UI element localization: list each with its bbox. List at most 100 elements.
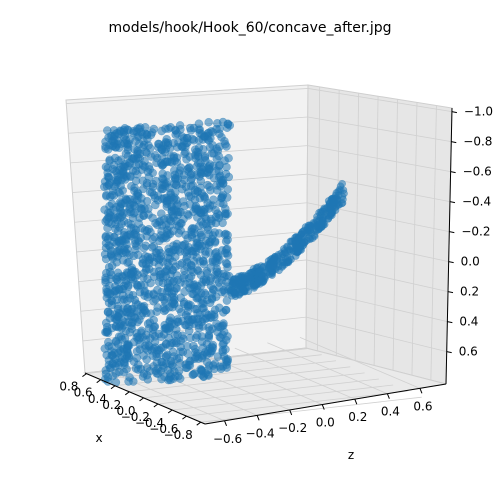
- scatter-point: [125, 135, 134, 144]
- scatter-point: [229, 287, 237, 296]
- scatter-point: [126, 207, 135, 217]
- vertical-tick: [446, 351, 452, 354]
- scatter-point: [156, 248, 165, 258]
- scatter-point: [300, 226, 308, 235]
- vertical-tick-label: 0.0: [461, 255, 480, 269]
- scatter-point: [173, 275, 183, 285]
- vertical-tick-labels: −1.0 −0.8 −0.6 −0.4 −0.2 0.0 0.2 0.4 0.6: [446, 105, 493, 359]
- scatter-point: [170, 299, 179, 308]
- grid-line: [172, 384, 394, 411]
- scatter-point: [204, 117, 213, 127]
- scatter-point: [125, 194, 134, 204]
- scatter-point: [310, 232, 319, 241]
- scatter-point: [252, 263, 261, 272]
- scatter-point: [157, 226, 166, 236]
- scatter-point: [211, 256, 220, 266]
- scatter-point: [268, 256, 277, 265]
- vertical-tick: [449, 231, 455, 234]
- vertical-tick-label: −0.2: [461, 225, 490, 239]
- scatter-point: [131, 176, 141, 186]
- vertical-tick-label: 0.6: [459, 345, 478, 359]
- scatter-point: [205, 326, 214, 335]
- scatter-point: [201, 156, 210, 165]
- scatter-point: [190, 344, 200, 354]
- grid-line: [104, 369, 225, 422]
- x-tick-label: 0.4: [88, 392, 107, 406]
- scatter-point: [101, 275, 110, 285]
- scatter-point: [138, 259, 147, 268]
- scatter-point: [212, 181, 221, 190]
- scatter-point: [165, 276, 175, 286]
- scatter-point: [157, 144, 166, 153]
- grid-line: [307, 145, 451, 172]
- scatter-point: [223, 251, 233, 260]
- scatter-point: [156, 183, 165, 193]
- scatter-point: [165, 323, 175, 333]
- scatter-point: [109, 237, 119, 247]
- scatter-point: [186, 192, 196, 201]
- scatter-point: [222, 259, 232, 269]
- grid-line: [430, 105, 437, 381]
- scatter-point: [114, 323, 124, 332]
- scatter-point: [166, 123, 175, 132]
- scatter-point: [223, 120, 233, 129]
- scatter-point: [219, 308, 228, 317]
- scatter-point: [141, 147, 150, 157]
- grid-line: [129, 366, 351, 393]
- scatter-point: [163, 258, 172, 268]
- scatter-point: [236, 282, 244, 291]
- scatter-point: [143, 252, 153, 262]
- scatter-point: [192, 170, 201, 180]
- scatter-point: [288, 237, 296, 245]
- scatter-point: [162, 196, 172, 206]
- scatter-point: [333, 196, 342, 204]
- z-axis-label: z: [348, 448, 354, 462]
- vertical-tick: [449, 201, 456, 204]
- vertical-tick-label: −0.8: [463, 135, 492, 149]
- scatter-point: [170, 170, 180, 180]
- scatter-point: [274, 250, 282, 259]
- z-tick-label: −0.4: [246, 426, 275, 440]
- x-tick: [96, 379, 102, 384]
- z-tick: [256, 415, 260, 421]
- scatter-point: [115, 367, 124, 377]
- scatter-point: [193, 265, 202, 274]
- scatter-point: [158, 169, 167, 178]
- scatter-point: [105, 201, 114, 211]
- scatter-point: [154, 329, 164, 339]
- z-tick: [224, 420, 228, 426]
- scatter-point: [165, 222, 174, 231]
- scatter-point: [291, 247, 300, 256]
- x-tick-label: −0.8: [164, 428, 193, 442]
- grid-line: [299, 336, 421, 389]
- scatter-point: [115, 198, 125, 207]
- scatter-point: [199, 191, 208, 201]
- scatter-point: [102, 182, 112, 191]
- grid-line: [306, 230, 449, 262]
- scatter-point: [101, 243, 111, 253]
- scatter-point: [223, 209, 232, 219]
- scatter-point: [128, 275, 138, 284]
- scatter-point: [320, 220, 329, 229]
- scatter-point: [180, 149, 189, 159]
- scatter-point: [129, 337, 139, 347]
- x-axis-label: x: [95, 431, 102, 445]
- scatter-point: [176, 219, 185, 228]
- grid-line: [411, 102, 418, 376]
- vertical-tick: [447, 321, 453, 324]
- scatter-point: [217, 132, 226, 142]
- scatter-point: [133, 250, 143, 260]
- z-tick: [354, 398, 358, 405]
- scatter-point: [193, 151, 203, 160]
- scatter-point: [149, 241, 159, 251]
- x-tick-label: 0.6: [74, 386, 93, 400]
- scatter-point: [105, 231, 114, 241]
- scatter-point: [157, 209, 166, 218]
- scatter-point: [185, 273, 194, 283]
- scatter-point: [105, 192, 115, 201]
- scatter-point: [152, 369, 161, 378]
- scatter-point: [155, 216, 165, 226]
- x-tick: [139, 397, 144, 402]
- scatter-point: [175, 207, 184, 217]
